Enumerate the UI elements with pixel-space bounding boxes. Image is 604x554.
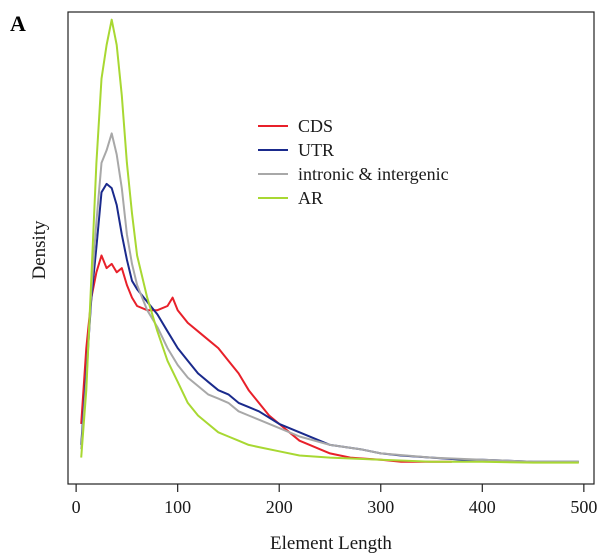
series-line-cds <box>80 254 452 463</box>
plot-frame <box>67 11 595 485</box>
series-line-ar <box>80 18 579 464</box>
legend-label: intronic & intergenic <box>298 164 449 184</box>
x-tick-label: 300 <box>367 497 394 517</box>
x-tick-label: 0 <box>72 497 81 517</box>
panel-label: A <box>10 11 26 36</box>
x-axis: 0 100 200 300 400 500 <box>72 484 597 517</box>
legend: CDS UTR intronic & intergenic AR <box>258 116 449 208</box>
legend-label: AR <box>298 188 323 208</box>
series-lines <box>80 18 579 464</box>
x-axis-title: Element Length <box>270 533 392 554</box>
legend-label: CDS <box>298 116 333 136</box>
legend-label: UTR <box>298 140 334 160</box>
x-tick-label: 500 <box>570 497 597 517</box>
series-line-intronic-intergenic <box>80 132 579 463</box>
y-axis-title: Density <box>29 220 50 280</box>
x-tick-label: 400 <box>469 497 496 517</box>
x-tick-label: 200 <box>266 497 293 517</box>
x-tick-label: 100 <box>164 497 191 517</box>
